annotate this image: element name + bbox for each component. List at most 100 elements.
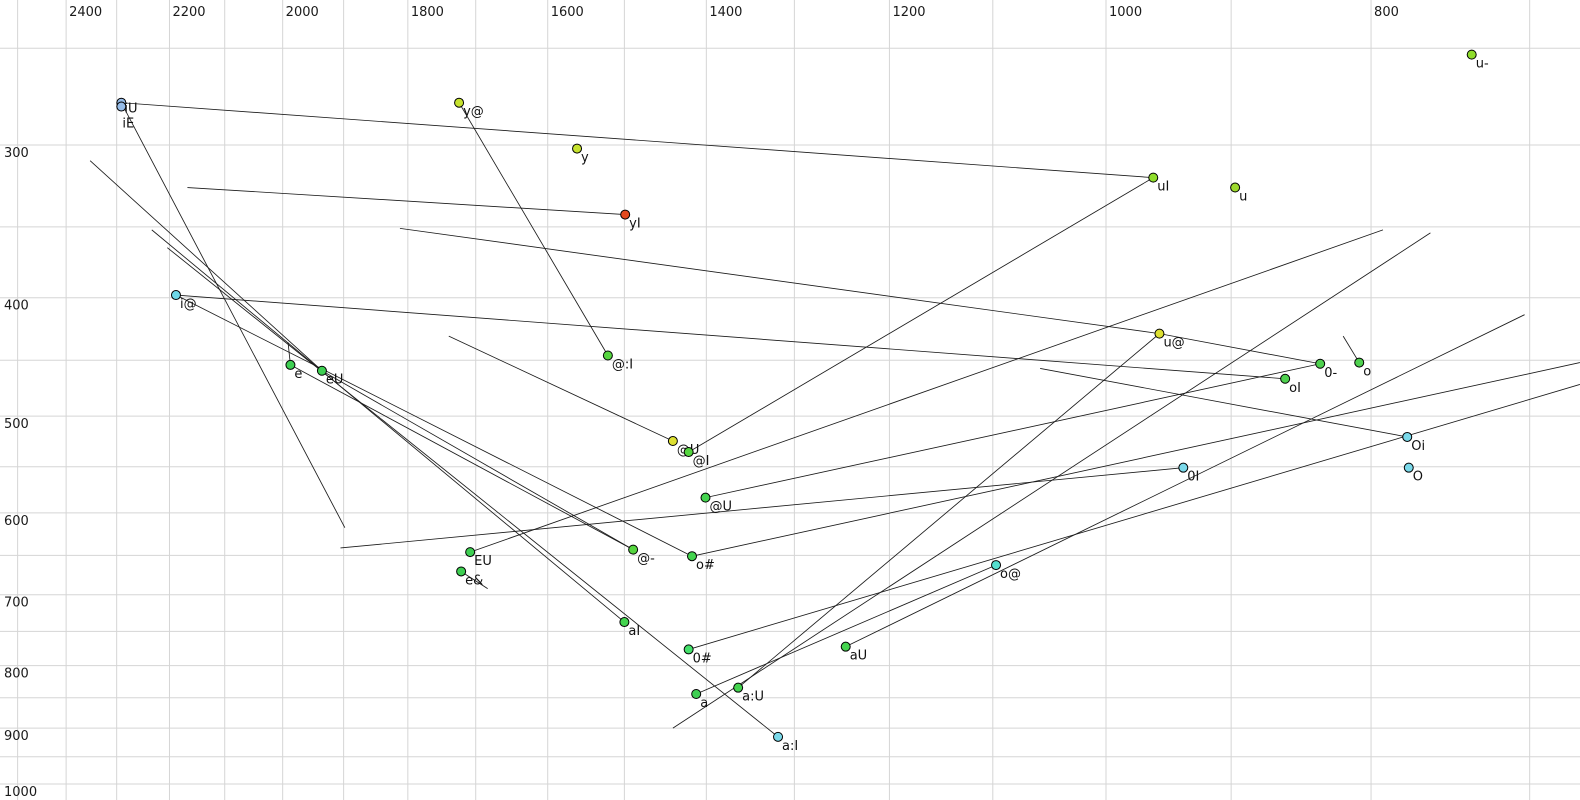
- trajectory-line: [175, 294, 1286, 380]
- y-tick-label: 300: [4, 146, 29, 161]
- vowel-point[interactable]: [619, 617, 630, 628]
- vowel-point-label: o: [1363, 365, 1371, 380]
- vowel-point[interactable]: [116, 101, 127, 112]
- vowel-point[interactable]: [773, 731, 784, 742]
- vowel-point[interactable]: [602, 350, 613, 361]
- vowel-point-label: 0-: [1324, 366, 1337, 381]
- vowel-point[interactable]: [1230, 182, 1241, 193]
- vowel-point-label: 0#: [693, 651, 712, 666]
- trajectory-line: [89, 160, 323, 372]
- trajectory-line: [167, 247, 779, 738]
- trajectory-line: [460, 571, 488, 589]
- vowel-point-label: oI: [1289, 381, 1301, 396]
- trajectory-line: [290, 364, 634, 551]
- trajectory-line: [321, 370, 634, 551]
- y-tick-label: 400: [4, 299, 29, 314]
- vowel-point[interactable]: [1280, 373, 1291, 384]
- vowel-point[interactable]: [628, 544, 639, 555]
- vowel-point[interactable]: [465, 547, 476, 558]
- vowel-point[interactable]: [572, 143, 583, 154]
- vowel-point[interactable]: [316, 365, 327, 376]
- vowel-point-label: aI: [628, 624, 640, 639]
- vowel-point-label: u@: [1163, 336, 1184, 351]
- vowel-point[interactable]: [454, 97, 465, 108]
- trajectory-line: [1159, 333, 1321, 365]
- vowel-point-label: @U: [709, 500, 732, 515]
- vowel-point-label: 0I: [1187, 470, 1199, 485]
- vowel-point[interactable]: [687, 551, 698, 562]
- vowel-point-label: y@: [463, 105, 484, 120]
- vowel-point[interactable]: [1466, 49, 1477, 60]
- vowel-point[interactable]: [1354, 357, 1365, 368]
- vowel-point[interactable]: [1154, 328, 1165, 339]
- trajectory-line: [1040, 367, 1408, 438]
- y-tick-label: 800: [4, 667, 29, 682]
- vowel-point[interactable]: [456, 566, 467, 577]
- trajectory-line: [705, 363, 1321, 499]
- trajectory-line: [470, 229, 1384, 553]
- vowel-point-label: a:U: [742, 690, 764, 705]
- trajectory-line: [845, 314, 1525, 648]
- vowel-point[interactable]: [1315, 358, 1326, 369]
- vowel-point-label: y: [581, 151, 589, 166]
- trajectory-line: [121, 102, 1154, 179]
- x-tick-label: 800: [1374, 5, 1399, 20]
- vowel-point-label: @-: [637, 552, 655, 567]
- trajectory-line: [1342, 335, 1360, 363]
- trajectory-line: [458, 102, 609, 356]
- x-tick-label: 1200: [892, 5, 925, 20]
- vowel-point[interactable]: [285, 359, 296, 370]
- trajectory-line: [737, 333, 1160, 688]
- trajectory-line: [187, 187, 626, 216]
- vowel-point[interactable]: [700, 492, 711, 503]
- vowel-point[interactable]: [733, 682, 744, 693]
- vowel-point-label: Oi: [1411, 439, 1425, 454]
- vowel-point-label: iE: [122, 117, 134, 132]
- vowel-point[interactable]: [683, 447, 694, 458]
- vowel-point[interactable]: [691, 688, 702, 699]
- vowel-point-label: u-: [1476, 57, 1489, 72]
- vowel-point[interactable]: [683, 644, 694, 655]
- trajectory-line: [688, 177, 1154, 453]
- vowel-point-label: a: [700, 696, 708, 711]
- vowel-point[interactable]: [1402, 431, 1413, 442]
- vowel-point-label: o@: [1000, 567, 1021, 582]
- x-tick-label: 1400: [709, 5, 742, 20]
- trajectory-line: [696, 564, 997, 695]
- vowel-point-label: yI: [629, 217, 641, 232]
- x-tick-label: 1800: [411, 5, 444, 20]
- vowel-point[interactable]: [170, 290, 181, 301]
- vowel-point-label: a:I: [782, 739, 798, 754]
- vowel-point[interactable]: [1403, 462, 1414, 473]
- x-tick-label: 2000: [286, 5, 319, 20]
- vowel-point[interactable]: [991, 560, 1002, 571]
- vowel-point[interactable]: [1178, 462, 1189, 473]
- vowel-point-label: O: [1413, 470, 1423, 485]
- vowel-point[interactable]: [620, 209, 631, 220]
- trajectory-layer: [89, 102, 1580, 738]
- vowel-point-label: e: [294, 367, 302, 382]
- y-tick-label: 900: [4, 729, 29, 744]
- vowel-point-label: e&: [465, 573, 483, 588]
- vowel-point-label: EU: [474, 554, 492, 569]
- vowel-point[interactable]: [667, 436, 678, 447]
- vowel-point[interactable]: [840, 641, 851, 652]
- vowel-point-label: uI: [1157, 180, 1169, 195]
- vowel-point[interactable]: [1148, 172, 1159, 183]
- trajectory-line: [672, 232, 1431, 729]
- tick-label-layer: 2400 2200 2000 1800 1600 1400 1200 1000 800 300 40…: [4, 5, 1399, 800]
- trajectory-line: [448, 335, 674, 442]
- trajectory-line: [688, 384, 1580, 650]
- vowel-point-label: @:I: [612, 357, 633, 372]
- vowel-point-label: o#: [696, 558, 715, 573]
- trajectory-line: [691, 362, 1580, 557]
- y-tick-label: 1000: [4, 785, 37, 800]
- y-tick-label: 600: [4, 514, 29, 529]
- y-tick-label: 500: [4, 417, 29, 432]
- trajectory-line: [151, 229, 625, 623]
- trajectory-line: [340, 467, 1184, 549]
- vowel-point-label: i@: [180, 297, 197, 312]
